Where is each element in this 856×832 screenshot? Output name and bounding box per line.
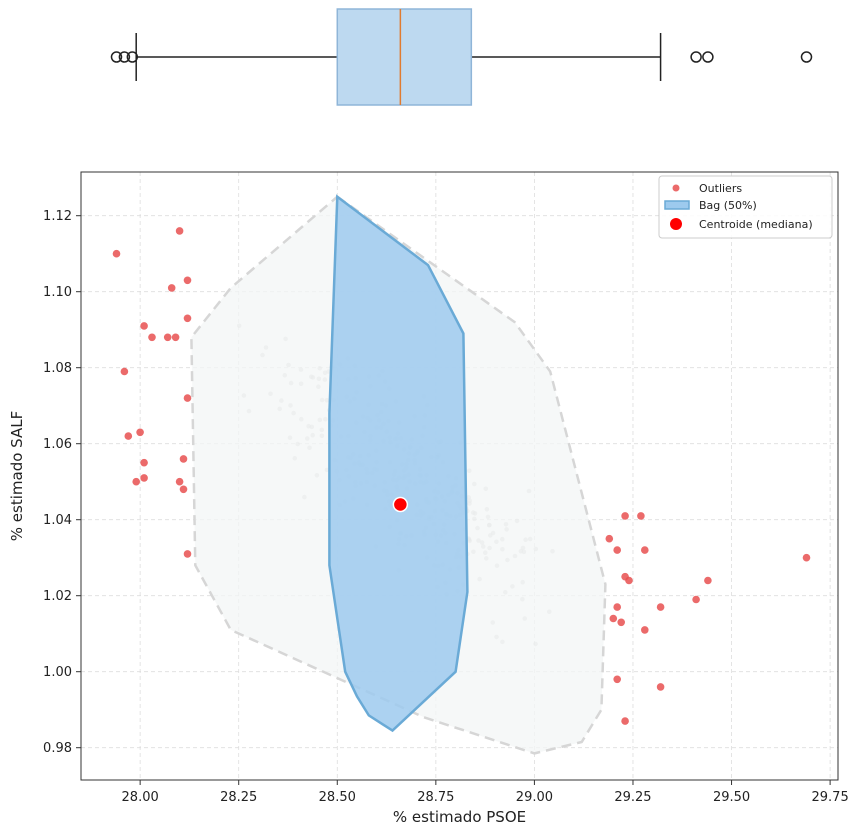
outlier-point	[625, 576, 633, 585]
outlier-point	[613, 675, 621, 684]
outlier-point	[613, 546, 621, 554]
outlier-point	[148, 333, 156, 342]
outlier-point	[692, 595, 700, 604]
outlier-point	[605, 534, 614, 543]
x-tick-label: 29.75	[812, 790, 849, 805]
box-outlier	[118, 51, 131, 63]
legend-outliers-label: Outliers	[699, 182, 742, 195]
x-tick-label: 28.50	[319, 790, 356, 805]
box-outlier	[126, 51, 139, 63]
outlier-point	[175, 477, 184, 486]
y-tick-label: 1.12	[43, 209, 72, 224]
outlier-point	[163, 333, 172, 342]
outlier-point	[613, 603, 621, 611]
outlier-point	[175, 227, 184, 235]
x-axis-ticks: 28.00 28.25 28.50 28.75 29.00 29.25 29.50 29.75	[122, 780, 849, 805]
outlier-point	[136, 428, 144, 437]
x-tick-label: 28.00	[122, 790, 159, 805]
plot-frame	[80, 171, 839, 781]
outlier-point	[112, 249, 121, 258]
outlier-point	[179, 485, 188, 494]
legend-outliers-marker	[672, 184, 680, 192]
outlier-point	[132, 477, 140, 486]
y-tick-label: 0.98	[43, 741, 72, 756]
outlier-point	[183, 394, 192, 402]
box-outlier	[702, 51, 714, 63]
y-tick-label: 1.10	[43, 285, 72, 300]
outlier-point	[704, 576, 712, 585]
x-tick-label: 29.00	[516, 790, 553, 805]
y-axis-ticks: 0.98 1.00 1.02 1.04 1.06 1.08 1.10 1.12	[43, 209, 81, 756]
outlier-point	[621, 717, 629, 725]
outlier-point	[183, 276, 192, 285]
y-tick-label: 1.08	[43, 361, 72, 376]
outlier-point	[183, 314, 192, 323]
outlier-points	[112, 227, 811, 725]
centroid-marker	[392, 496, 409, 513]
outlier-point	[171, 333, 180, 342]
outlier-point	[140, 322, 148, 330]
outlier-point	[124, 432, 133, 440]
outlier-point	[167, 284, 176, 292]
outlier-point	[641, 626, 649, 634]
outlier-point	[656, 683, 665, 691]
y-tick-label: 1.00	[43, 665, 72, 680]
outlier-point	[179, 455, 188, 463]
outlier-point	[637, 512, 645, 520]
x-tick-label: 29.50	[713, 790, 750, 805]
legend-box	[658, 175, 833, 239]
y-axis-label: % estimado SALF	[8, 411, 26, 541]
legend-bag-label: Bag (50%)	[699, 199, 757, 212]
outlier-point	[802, 553, 811, 562]
bag-polygon	[328, 194, 469, 733]
bagplot-chart: 28.00 28.25 28.50 28.75 29.00 29.25 29.50 29.75…	[8, 171, 849, 826]
box-iqr	[336, 8, 473, 106]
outlier-point	[656, 603, 665, 611]
box-outlier	[110, 51, 123, 63]
x-axis-label: % estimado PSOE	[393, 808, 526, 826]
outlier-point	[140, 474, 148, 482]
outlier-point	[120, 367, 129, 376]
x-tick-label: 28.25	[220, 790, 257, 805]
x-tick-label: 28.75	[417, 790, 454, 805]
y-tick-label: 1.06	[43, 437, 72, 452]
legend-bag-marker	[664, 200, 690, 210]
x-tick-label: 29.25	[614, 790, 651, 805]
y-tick-label: 1.02	[43, 589, 72, 604]
outlier-point	[183, 550, 192, 558]
legend-centroid-marker	[670, 218, 682, 230]
outlier-point	[621, 512, 629, 520]
outlier-point	[617, 618, 625, 627]
legend-centroid-label: Centroide (mediana)	[699, 218, 813, 231]
y-tick-label: 1.04	[43, 513, 72, 528]
boxplot	[110, 8, 813, 106]
outlier-point	[609, 614, 618, 623]
legend: Outliers Bag (50%) Centroide (mediana)	[658, 175, 833, 239]
box-outlier	[690, 51, 702, 63]
outlier-point	[140, 458, 148, 467]
outlier-point	[641, 546, 649, 554]
box-outlier	[800, 51, 813, 63]
